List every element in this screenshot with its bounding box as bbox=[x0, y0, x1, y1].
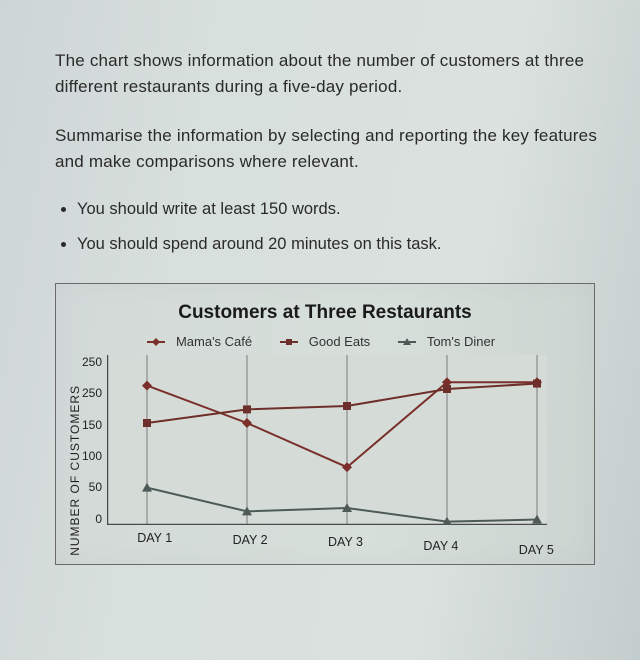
y-axis-ticks: 250 250 150 100 50 0 bbox=[82, 355, 107, 556]
line-chart-svg bbox=[107, 355, 547, 525]
x-tick: DAY 5 bbox=[489, 543, 584, 557]
page: The chart shows information about the nu… bbox=[0, 0, 640, 585]
triangle-icon bbox=[398, 337, 416, 347]
legend-label: Mama's Café bbox=[176, 334, 252, 349]
legend-label: Good Eats bbox=[309, 334, 370, 349]
y-tick: 150 bbox=[82, 418, 102, 432]
plot-svg-wrap: DAY 1 DAY 2 DAY 3 DAY 4 DAY 5 bbox=[107, 355, 584, 556]
legend-label: Tom's Diner bbox=[427, 334, 495, 349]
intro-paragraph-1: The chart shows information about the nu… bbox=[55, 48, 600, 101]
x-tick: DAY 2 bbox=[202, 533, 297, 547]
plot-area: NUMBER OF CUSTOMERS 250 250 150 100 50 0… bbox=[66, 355, 584, 556]
y-tick: 250 bbox=[82, 386, 102, 400]
bullet-item: You should write at least 150 words. bbox=[77, 197, 600, 222]
legend-item-toms: Tom's Diner bbox=[398, 334, 503, 349]
y-tick: 0 bbox=[82, 512, 102, 526]
y-tick: 100 bbox=[82, 449, 102, 463]
bullet-item: You should spend around 20 minutes on th… bbox=[77, 232, 600, 257]
chart-container: Customers at Three Restaurants Mama's Ca… bbox=[55, 283, 595, 565]
chart-title: Customers at Three Restaurants bbox=[66, 302, 584, 324]
legend-item-mamas: Mama's Café bbox=[147, 334, 264, 349]
square-icon bbox=[280, 337, 298, 347]
x-tick: DAY 3 bbox=[298, 535, 393, 549]
y-axis-label: NUMBER OF CUSTOMERS bbox=[66, 355, 82, 556]
y-tick: 50 bbox=[82, 480, 102, 494]
x-axis-labels: DAY 1 DAY 2 DAY 3 DAY 4 DAY 5 bbox=[107, 531, 584, 545]
x-tick: DAY 1 bbox=[107, 531, 202, 545]
x-tick: DAY 4 bbox=[393, 539, 488, 553]
diamond-icon bbox=[147, 337, 165, 347]
y-tick: 250 bbox=[82, 355, 102, 369]
intro-paragraph-2: Summarise the information by selecting a… bbox=[55, 123, 600, 176]
chart-legend: Mama's Café Good Eats Tom's Diner bbox=[66, 334, 584, 349]
instruction-bullets: You should write at least 150 words. You… bbox=[55, 197, 600, 257]
legend-item-goodeats: Good Eats bbox=[280, 334, 382, 349]
